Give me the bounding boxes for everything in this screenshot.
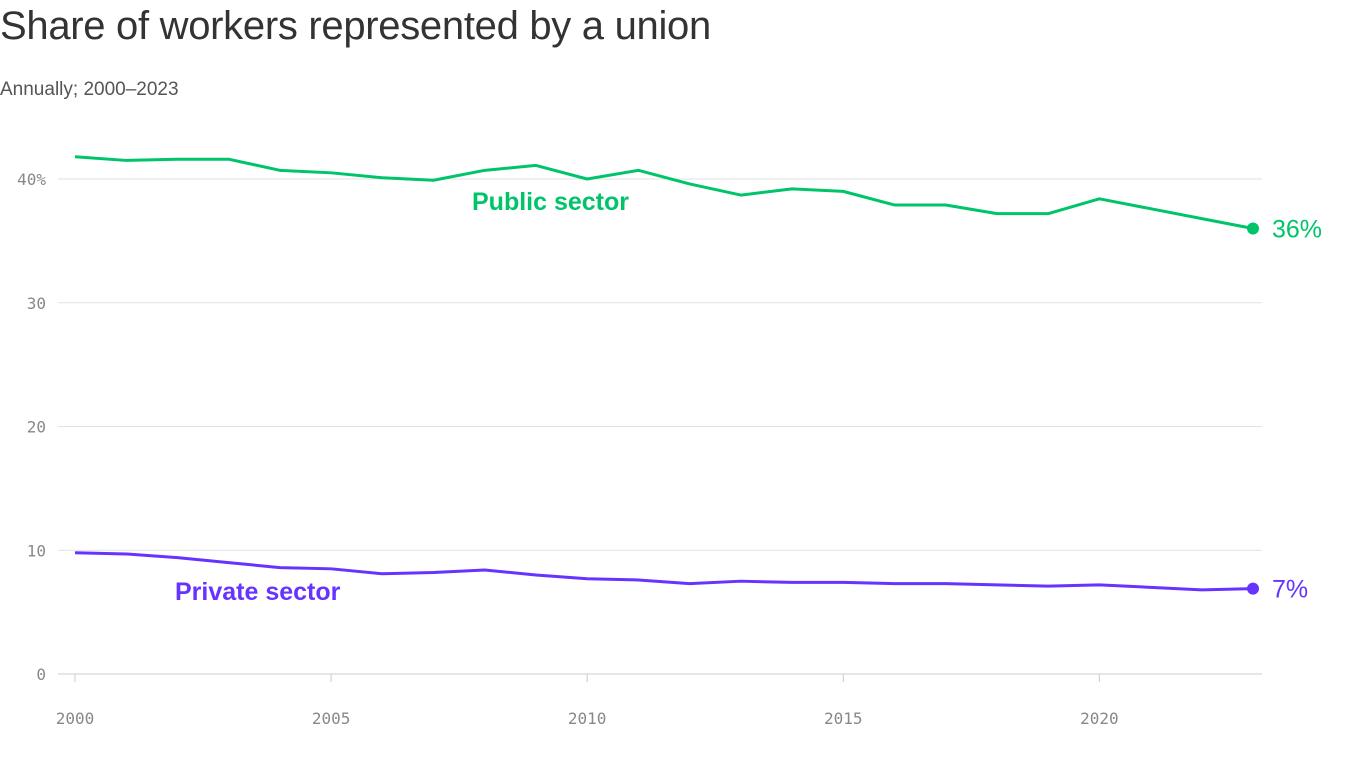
x-tick-label: 2015 [824,709,863,728]
end-point [1247,222,1259,235]
end-value-label: 36% [1272,216,1322,244]
series-label: Public sector [472,188,629,216]
y-tick-label: 20 [27,418,46,437]
series-line-private [74,551,1254,592]
y-tick-label: 30 [27,294,46,313]
x-tick-label: 2020 [1080,709,1119,728]
x-tick-label: 2005 [312,709,351,728]
y-tick-label: 10 [27,541,46,560]
chart-title: Share of workers represented by a union [0,4,711,48]
chart-subtitle: Annually; 2000–2023 [0,79,179,100]
y-tick-label: 40% [17,170,46,189]
series-line-public [74,155,1254,230]
x-tick-label: 2000 [56,709,95,728]
end-value-label: 7% [1272,576,1308,604]
x-tick-label: 2010 [568,709,607,728]
y-tick-label: 0 [36,665,46,684]
end-point [1247,582,1259,595]
series-label: Private sector [175,578,341,606]
